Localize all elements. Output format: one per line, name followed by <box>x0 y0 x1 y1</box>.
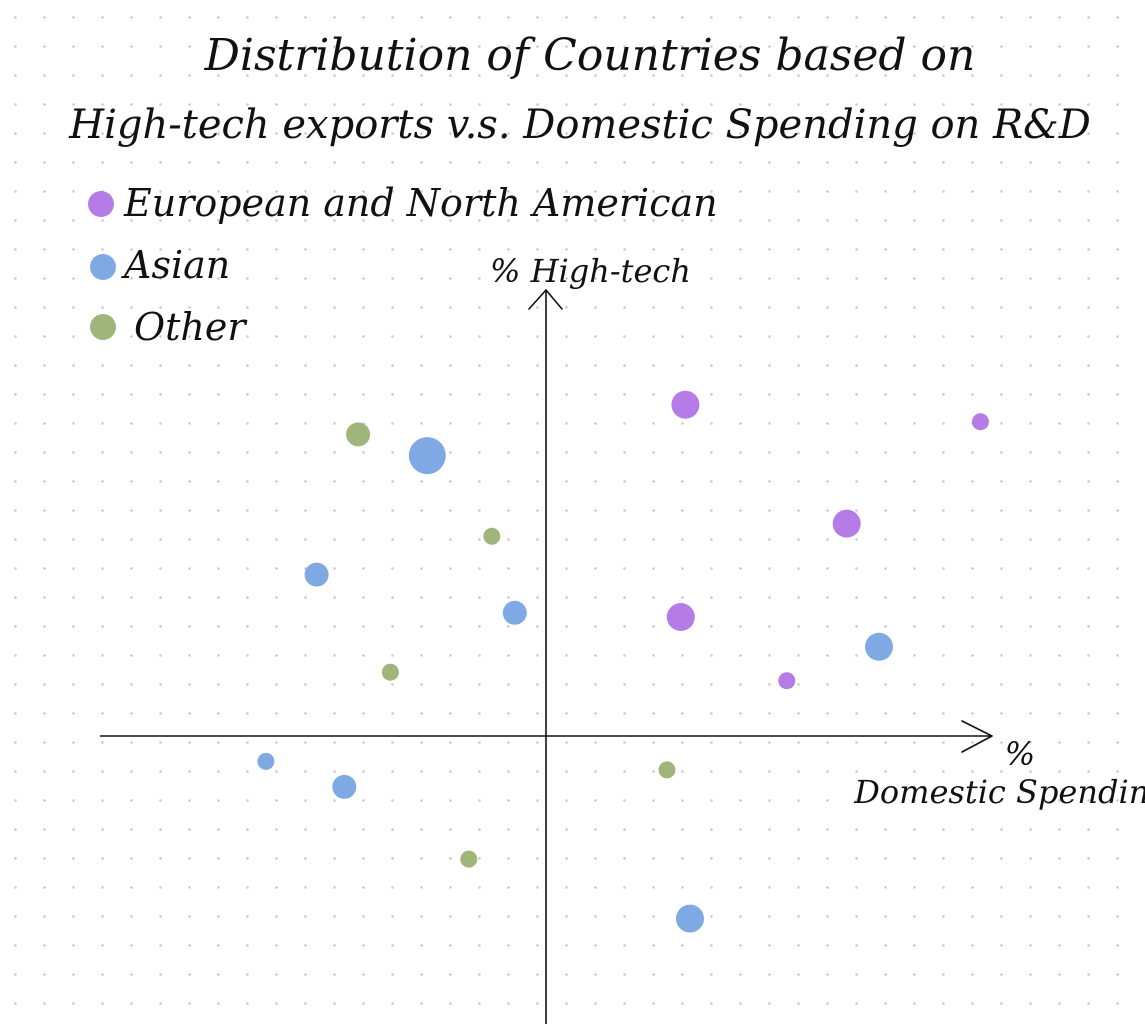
point-asian-2 <box>304 562 329 587</box>
point-asian-4 <box>865 632 893 661</box>
point-other-3 <box>381 663 399 681</box>
point-eu-na-5 <box>778 672 796 690</box>
chart-title: Distribution of Countries based on High-… <box>68 30 1091 148</box>
y-axis-arrowhead <box>528 289 563 310</box>
x-axis-label-percent: % <box>1005 735 1035 773</box>
point-asian-7 <box>676 904 704 933</box>
legend-label: Other <box>134 305 248 349</box>
x-axis-arrowhead <box>961 720 993 753</box>
point-other-1 <box>346 422 371 447</box>
legend-item-asian: Asian <box>90 243 230 287</box>
y-axis-label: % High-tech <box>490 252 691 290</box>
legend: European and North American Asian Other <box>88 181 718 349</box>
point-eu-na-1 <box>671 390 700 419</box>
legend-item-other: Other <box>90 305 248 349</box>
point-other-5 <box>460 850 478 868</box>
legend-label: Asian <box>121 243 230 287</box>
point-eu-na-4 <box>971 413 989 431</box>
axes <box>100 289 993 1024</box>
point-eu-na-2 <box>832 509 861 538</box>
chart-title-line-2: High-tech exports v.s. Domestic Spending… <box>68 102 1091 148</box>
legend-swatch <box>88 191 114 217</box>
point-asian-3 <box>502 600 527 625</box>
point-other-4 <box>658 761 676 779</box>
point-asian-6 <box>332 774 357 799</box>
legend-label: European and North American <box>123 181 718 225</box>
x-axis-label-text: Domestic Spending <box>853 773 1145 811</box>
legend-swatch <box>90 314 116 340</box>
legend-item-eu-na: European and North American <box>88 181 718 225</box>
point-asian-5 <box>257 752 275 770</box>
chart-title-line-1: Distribution of Countries based on <box>204 30 976 81</box>
point-eu-na-3 <box>666 603 695 631</box>
point-other-2 <box>483 527 501 545</box>
point-asian-1 <box>408 437 446 475</box>
legend-swatch <box>90 254 116 280</box>
data-points <box>257 390 989 933</box>
